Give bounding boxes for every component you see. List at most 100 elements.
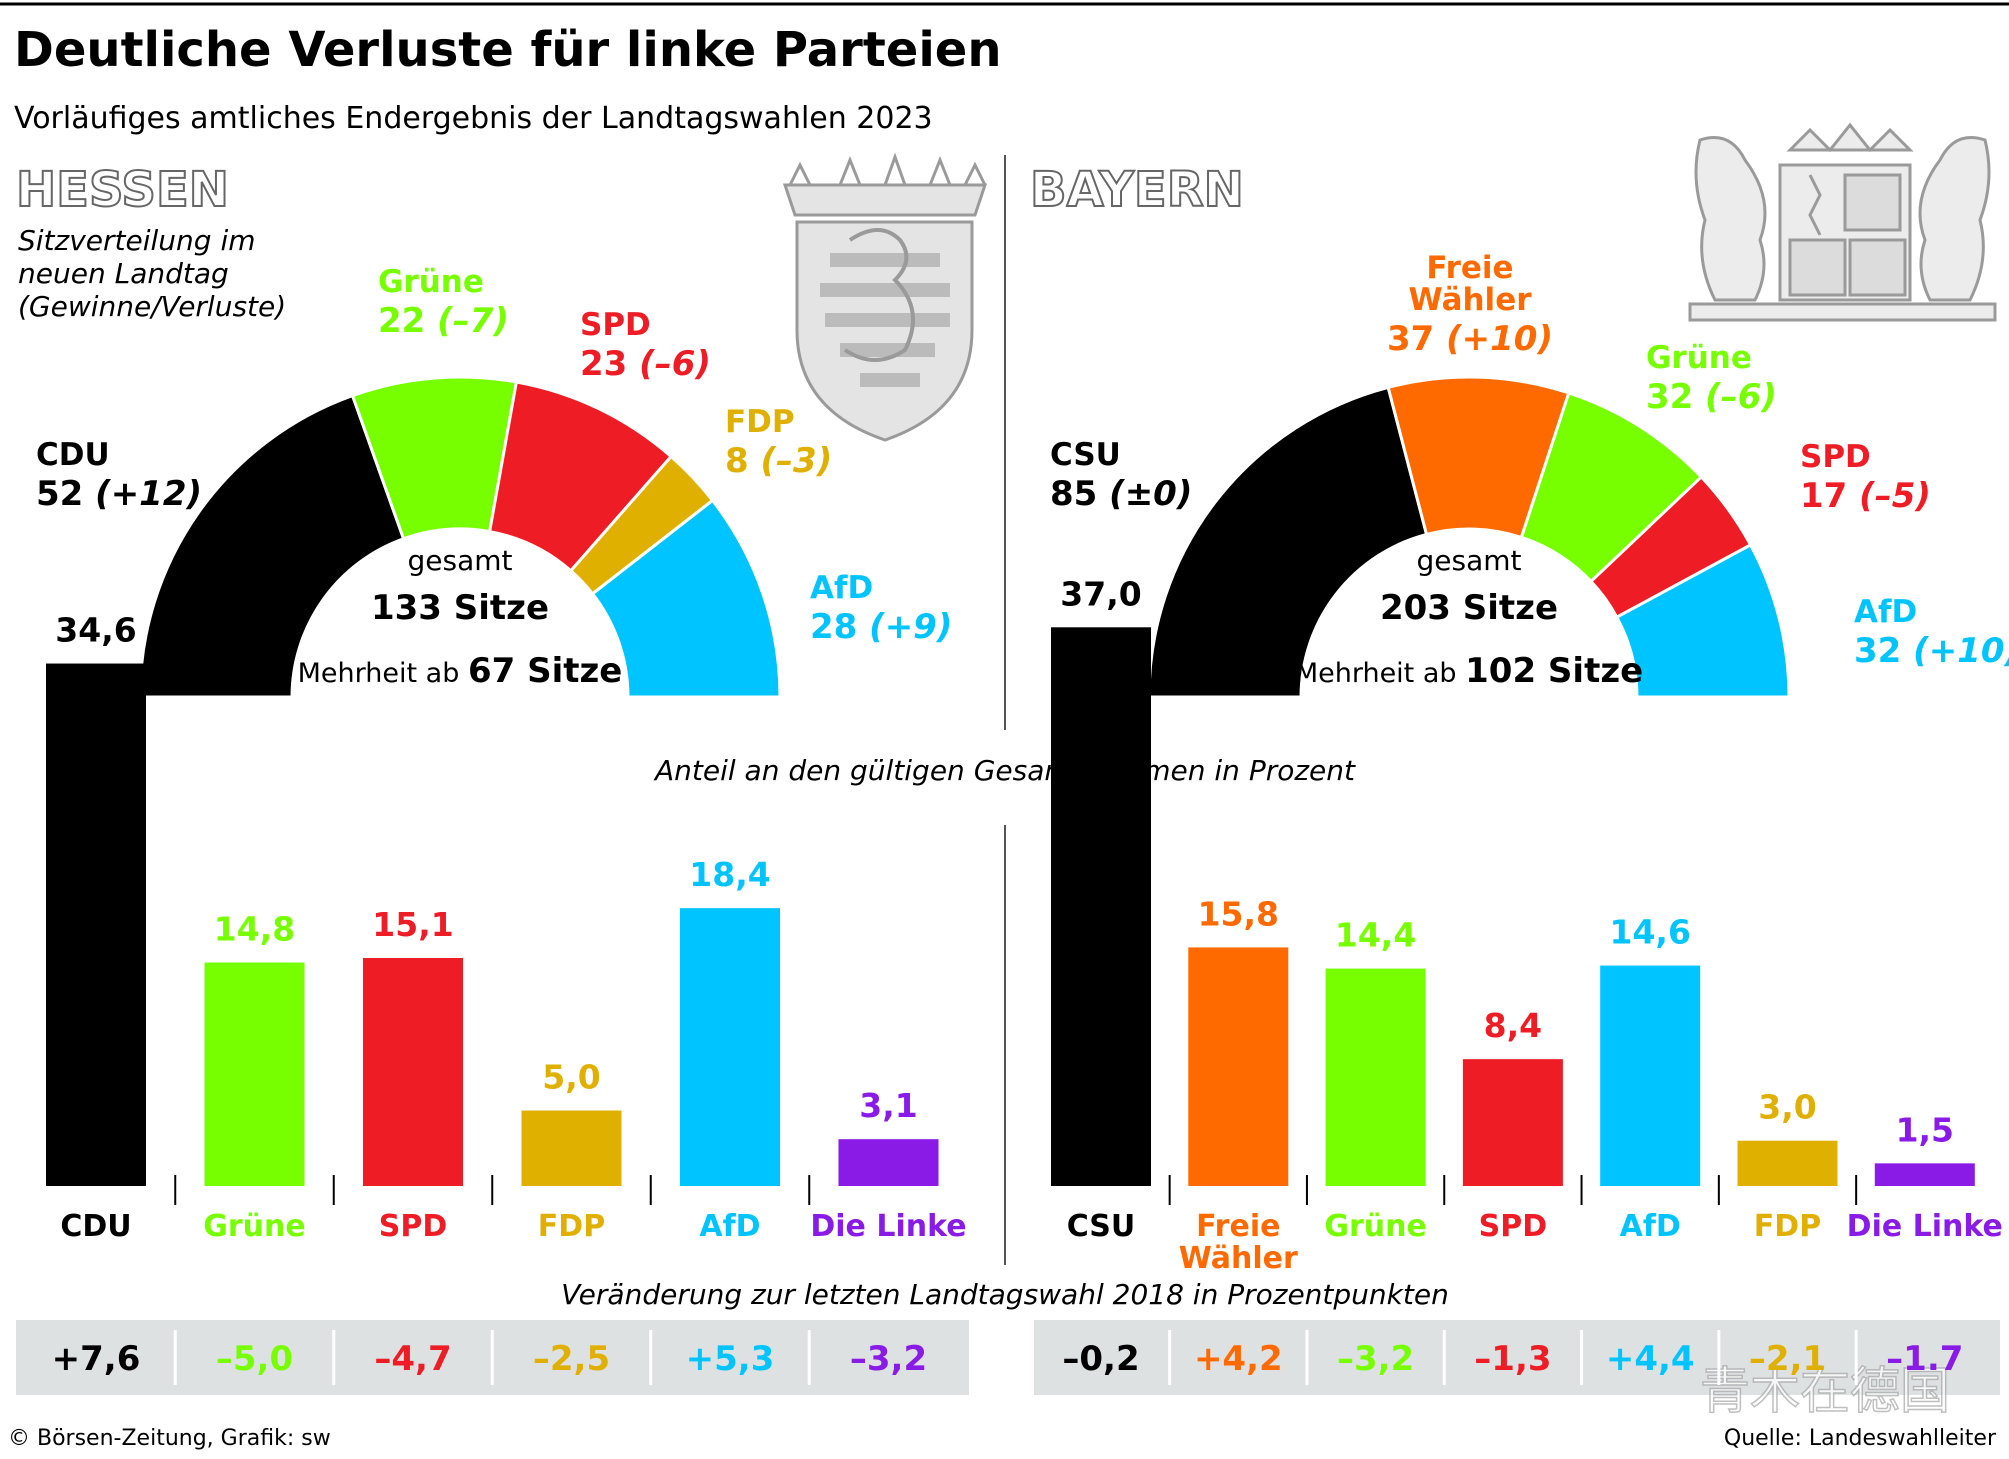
seat-label-value-hessen-gruene: 22 (–7) xyxy=(378,301,509,341)
seat-slice-bayern-afd xyxy=(1614,542,1791,699)
seat-total-caption: gesamt xyxy=(1417,544,1522,577)
bar-bayern-die-linke xyxy=(1874,1163,1975,1186)
vote-bars-hessen: 34,6 CDU +7,6 14,8 Grüne –5,0 15,1 SPD –4,7 5,0 FD… xyxy=(46,611,967,1385)
seat-total-caption: gesamt xyxy=(408,544,513,577)
bar-value-hessen-cdu: 34,6 xyxy=(55,611,136,650)
change-value-hessen-die-linke: –3,2 xyxy=(850,1339,927,1379)
bar-value-bayern-spd: 8,4 xyxy=(1484,1006,1542,1045)
bar-value-hessen-spd: 15,1 xyxy=(372,905,453,944)
seat-label-value-hessen-spd: 23 (–6) xyxy=(580,344,711,384)
seat-label-party-bayern-gruene: Grüne xyxy=(1646,340,1752,376)
bar-value-hessen-gruene: 14,8 xyxy=(214,910,295,949)
bar-hessen-gruene xyxy=(204,962,305,1186)
bar-category-bayern-spd: SPD xyxy=(1479,1209,1548,1244)
seat-note-line-3: (Gewinne/Verluste) xyxy=(18,290,286,323)
seat-label-party-bayern-freie-waehler: Wähler xyxy=(1408,282,1532,318)
state-title-bayern: BAYERN xyxy=(1030,162,1244,218)
bar-category-hessen-cdu: CDU xyxy=(60,1209,131,1244)
seat-label-party-bayern-afd: AfD xyxy=(1854,594,1917,630)
bar-bayern-gruene xyxy=(1325,968,1426,1186)
bar-category-bayern-gruene: Grüne xyxy=(1324,1209,1426,1244)
bar-value-bayern-afd: 14,6 xyxy=(1609,913,1690,952)
seat-label-value-hessen-afd: 28 (+9) xyxy=(810,607,952,647)
change-value-bayern-gruene: –3,2 xyxy=(1337,1339,1414,1379)
change-value-bayern-csu: –0,2 xyxy=(1062,1339,1139,1379)
change-caption: Veränderung zur letzten Landtagswahl 201… xyxy=(561,1278,1449,1311)
seat-total-value: 203 Sitze xyxy=(1380,588,1558,628)
seat-total-value: 133 Sitze xyxy=(371,588,549,628)
seat-label-value-bayern-afd: 32 (+10) xyxy=(1854,631,2009,671)
hessen-coat-of-arms-icon xyxy=(782,152,988,442)
bar-bayern-fdp xyxy=(1737,1140,1838,1186)
change-panel-bayern xyxy=(1034,1320,2000,1395)
seat-label-value-bayern-spd: 17 (–5) xyxy=(1800,476,1931,516)
bar-hessen-spd xyxy=(363,957,463,1186)
bar-hessen-afd xyxy=(680,908,780,1186)
bar-category-hessen-spd: SPD xyxy=(379,1209,448,1244)
seat-label-value-bayern-csu: 85 (±0) xyxy=(1050,474,1192,514)
bar-category-hessen-gruene: Grüne xyxy=(203,1209,305,1244)
bar-bayern-csu xyxy=(1051,627,1151,1186)
bar-hessen-fdp xyxy=(521,1110,622,1186)
bayern-coat-of-arms-icon xyxy=(1688,122,1997,322)
seat-label-party-bayern-freie-waehler: Freie xyxy=(1426,250,1513,286)
bar-category-bayern-freie-waehler: Freie xyxy=(1196,1209,1280,1244)
bar-category-hessen-fdp: FDP xyxy=(538,1209,605,1244)
seat-note-line-1: Sitzverteilung im xyxy=(18,224,256,257)
page-title: Deutliche Verluste für linke Parteien xyxy=(14,22,1002,78)
change-value-hessen-gruene: –5,0 xyxy=(216,1339,293,1379)
change-value-bayern-fdp: –2,1 xyxy=(1749,1339,1826,1379)
bar-value-bayern-csu: 37,0 xyxy=(1060,574,1141,613)
vote-share-caption: Anteil an den gültigen Gesamtstimmen in … xyxy=(653,754,1356,787)
state-title-hessen: HESSEN xyxy=(16,162,229,218)
bar-category-bayern-die-linke: Die Linke xyxy=(1847,1209,2003,1244)
seat-label-value-hessen-cdu: 52 (+12) xyxy=(36,474,202,514)
bar-bayern-spd xyxy=(1462,1059,1563,1186)
change-value-hessen-spd: –4,7 xyxy=(374,1339,451,1379)
change-value-bayern-die-linke: –1.7 xyxy=(1886,1339,1963,1379)
bar-value-hessen-fdp: 5,0 xyxy=(542,1058,600,1097)
seat-label-party-hessen-gruene: Grüne xyxy=(378,264,484,300)
bar-bayern-freie-waehler xyxy=(1188,947,1289,1186)
credit-right: Quelle: Landeswahlleiter xyxy=(1724,1426,1997,1451)
seat-label-party-bayern-csu: CSU xyxy=(1050,437,1121,473)
bar-value-bayern-gruene: 14,4 xyxy=(1335,916,1416,955)
bar-value-hessen-die-linke: 3,1 xyxy=(859,1086,917,1125)
seat-slice-hessen-afd xyxy=(590,498,782,699)
bar-hessen-cdu xyxy=(46,663,146,1186)
majority-label: Mehrheit ab 67 Sitze xyxy=(298,651,623,691)
bar-category-hessen-die-linke: Die Linke xyxy=(810,1209,966,1244)
seat-label-party-hessen-spd: SPD xyxy=(580,307,651,343)
seat-slice-hessen-cdu xyxy=(138,393,406,699)
seat-label-party-hessen-cdu: CDU xyxy=(36,437,110,473)
bar-category-bayern-afd: AfD xyxy=(1620,1209,1681,1244)
change-value-hessen-fdp: –2,5 xyxy=(533,1339,610,1379)
bar-category-bayern-fdp: FDP xyxy=(1754,1209,1821,1244)
bar-category-bayern-csu: CSU xyxy=(1067,1209,1136,1244)
seat-label-value-bayern-freie-waehler: 37 (+10) xyxy=(1387,319,1553,359)
seat-slice-bayern-csu xyxy=(1147,385,1429,699)
bar-value-hessen-afd: 18,4 xyxy=(689,855,770,894)
watermark: 青木在德国 xyxy=(1700,1362,1950,1420)
bar-category-bayern-freie-waehler: Wähler xyxy=(1179,1241,1298,1276)
change-value-bayern-afd: +4,4 xyxy=(1606,1339,1695,1379)
seat-label-value-hessen-fdp: 8 (–3) xyxy=(725,441,832,481)
bar-value-bayern-freie-waehler: 15,8 xyxy=(1198,894,1279,933)
credit-left: © Börsen-Zeitung, Grafik: sw xyxy=(8,1426,331,1451)
seat-label-party-hessen-afd: AfD xyxy=(810,570,873,606)
bar-value-bayern-fdp: 3,0 xyxy=(1758,1088,1816,1127)
seat-label-value-bayern-gruene: 32 (–6) xyxy=(1646,377,1777,417)
bar-category-hessen-afd: AfD xyxy=(699,1209,760,1244)
majority-label: Mehrheit ab 102 Sitze xyxy=(1295,651,1643,691)
bar-value-bayern-die-linke: 1,5 xyxy=(1896,1110,1954,1149)
change-value-hessen-cdu: +7,6 xyxy=(52,1339,141,1379)
seat-label-party-bayern-spd: SPD xyxy=(1800,439,1871,475)
bar-hessen-die-linke xyxy=(838,1139,939,1186)
bar-bayern-afd xyxy=(1600,965,1701,1186)
page-subtitle: Vorläufiges amtliches Endergebnis der La… xyxy=(14,101,933,136)
